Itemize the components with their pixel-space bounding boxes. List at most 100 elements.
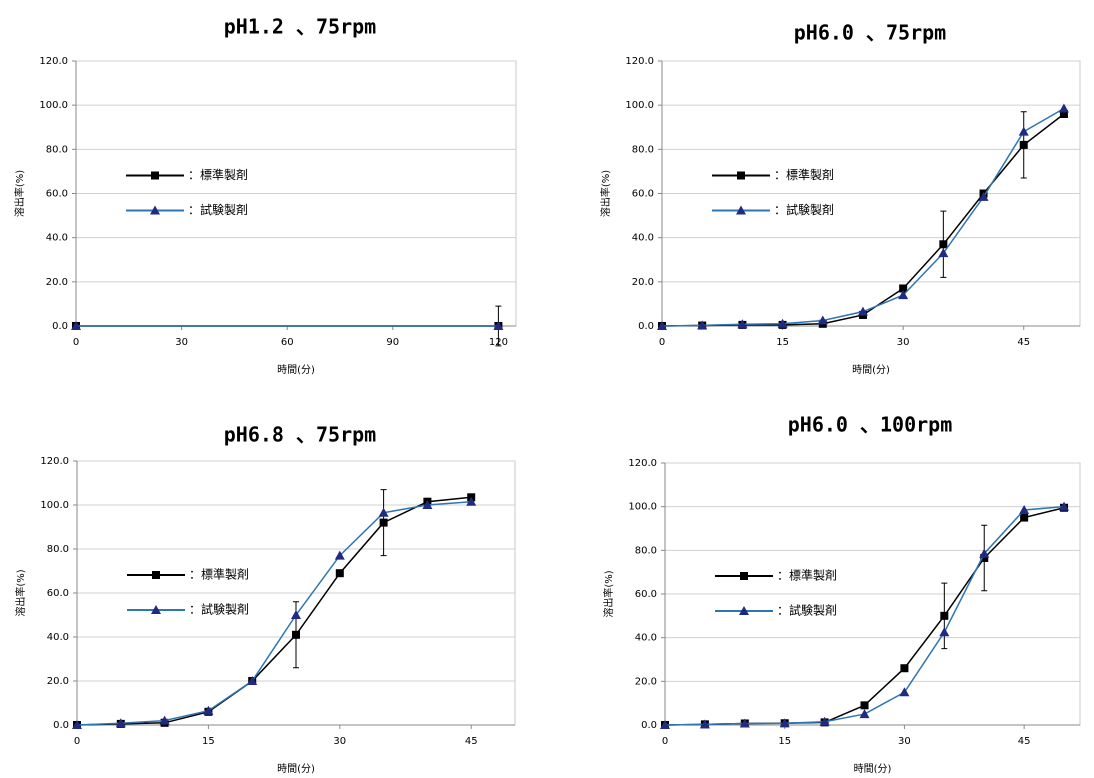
series-line — [76, 500, 472, 726]
chart-title: pH6.8 、75rpm — [224, 423, 376, 447]
x-tick-label: 45 — [465, 736, 478, 747]
y-tick-label: 40.0 — [46, 233, 68, 244]
y-tick-label: 100.0 — [40, 500, 69, 511]
marker — [159, 715, 170, 725]
legend-marker — [737, 171, 745, 180]
legend-label: ：標準製剤 — [188, 167, 248, 182]
series-line — [664, 505, 1065, 726]
marker — [899, 284, 908, 293]
series-line — [664, 507, 1065, 726]
marker — [378, 507, 389, 517]
y-tick-label: 100.0 — [628, 502, 657, 513]
marker — [335, 569, 344, 578]
y-tick-label: 60.0 — [635, 589, 657, 600]
x-axis-label: 時間(分) — [854, 763, 892, 775]
marker — [379, 518, 388, 527]
legend-label: ：標準製剤 — [774, 167, 834, 182]
y-tick-label: 80.0 — [47, 544, 69, 555]
y-tick-label: 40.0 — [635, 633, 657, 644]
marker — [979, 548, 990, 558]
marker — [860, 701, 869, 710]
y-tick-label: 0.0 — [638, 321, 654, 332]
y-tick-label: 20.0 — [635, 676, 657, 687]
legend-label: ：標準製剤 — [189, 567, 249, 582]
x-tick-label: 30 — [175, 337, 188, 348]
legend-marker — [736, 205, 746, 215]
y-tick-label: 120.0 — [625, 56, 654, 67]
y-tick-label: 20.0 — [632, 277, 654, 288]
marker — [978, 191, 989, 201]
marker — [334, 550, 345, 560]
marker — [1058, 103, 1069, 113]
legend-marker — [151, 605, 161, 614]
legend-marker — [740, 572, 748, 580]
y-axis-label: 溶出率(%) — [602, 570, 615, 617]
y-tick-label: 0.0 — [52, 321, 68, 332]
y-tick-label: 80.0 — [46, 144, 68, 155]
legend-label: ：試験製剤 — [777, 603, 837, 618]
y-tick-label: 100.0 — [39, 100, 68, 111]
legend-marker — [152, 571, 160, 579]
y-tick-label: 20.0 — [47, 676, 69, 687]
y-axis-label: 溶出率(%) — [14, 569, 27, 616]
x-tick-label: 30 — [333, 736, 346, 747]
marker — [859, 709, 870, 719]
x-tick-label: 90 — [386, 337, 399, 348]
chart-title: pH1.2 、75rpm — [224, 15, 376, 39]
marker — [72, 720, 82, 729]
series-line — [76, 496, 472, 726]
marker — [115, 718, 126, 728]
marker — [291, 610, 301, 619]
marker — [203, 705, 214, 715]
chart-title: pH6.0 、75rpm — [794, 21, 946, 45]
marker — [292, 630, 300, 639]
marker — [857, 306, 868, 316]
marker — [899, 687, 910, 697]
y-tick-label: 120.0 — [40, 456, 69, 467]
y-tick-label: 60.0 — [47, 588, 69, 599]
marker — [777, 318, 788, 328]
marker — [71, 321, 81, 330]
marker — [737, 319, 748, 329]
x-tick-label: 45 — [1017, 337, 1030, 348]
x-tick-label: 0 — [662, 736, 668, 747]
y-axis-label: 溶出率(%) — [599, 170, 612, 217]
y-tick-label: 0.0 — [641, 720, 657, 731]
marker — [466, 496, 477, 506]
x-tick-label: 0 — [74, 736, 80, 747]
x-axis-label: 時間(分) — [277, 763, 315, 775]
marker — [980, 553, 989, 562]
marker — [900, 664, 909, 673]
marker — [697, 320, 708, 330]
x-tick-label: 15 — [776, 337, 789, 348]
marker — [817, 315, 828, 325]
marker — [699, 719, 710, 729]
marker — [1059, 110, 1068, 118]
marker — [1019, 140, 1028, 149]
legend-marker — [739, 606, 749, 615]
x-tick-label: 30 — [898, 736, 911, 747]
legend-label: ：標準製剤 — [777, 568, 837, 583]
x-tick-label: 15 — [778, 736, 791, 747]
marker — [422, 500, 433, 509]
marker — [657, 321, 667, 330]
marker — [1020, 513, 1029, 522]
marker — [819, 716, 830, 726]
legend-label: ：試験製剤 — [189, 602, 249, 617]
marker — [938, 248, 949, 258]
y-tick-label: 80.0 — [635, 545, 657, 556]
marker — [898, 290, 909, 300]
x-axis-label: 時間(分) — [277, 364, 315, 376]
y-tick-label: 100.0 — [625, 100, 654, 111]
y-tick-label: 40.0 — [47, 632, 69, 643]
marker — [493, 321, 504, 330]
x-tick-label: 60 — [281, 337, 294, 348]
y-tick-label: 0.0 — [53, 720, 69, 731]
marker — [1019, 504, 1030, 514]
x-tick-label: 0 — [659, 337, 665, 348]
series-line — [661, 107, 1065, 327]
marker — [939, 627, 950, 637]
marker — [1018, 126, 1029, 136]
marker — [247, 676, 258, 685]
